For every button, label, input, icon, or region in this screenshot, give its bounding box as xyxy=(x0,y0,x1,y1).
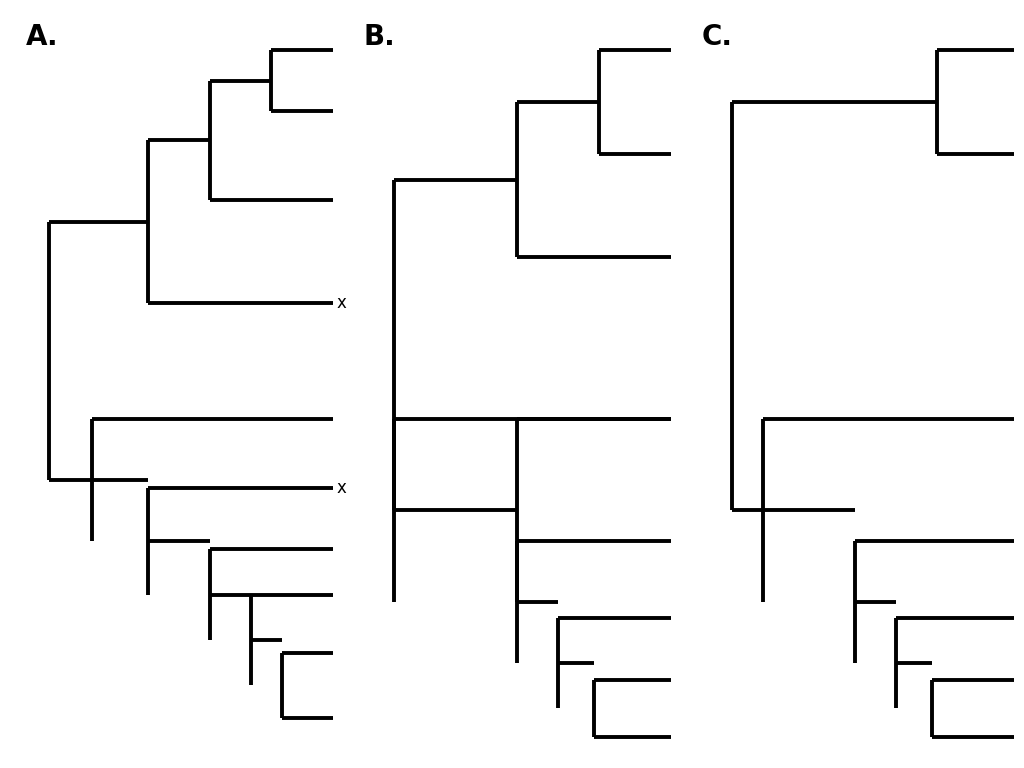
Text: x: x xyxy=(337,294,347,313)
Text: C.: C. xyxy=(701,23,732,51)
Text: x: x xyxy=(337,478,347,497)
Text: A.: A. xyxy=(26,23,58,51)
Text: B.: B. xyxy=(364,23,395,51)
